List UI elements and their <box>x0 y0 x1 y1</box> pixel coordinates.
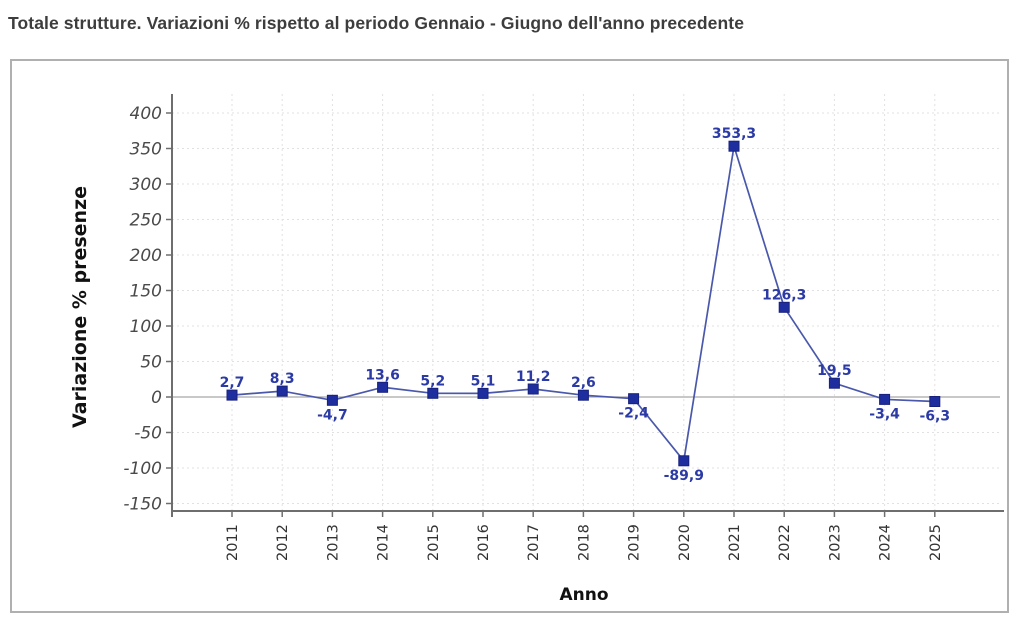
y-tick-label: -100 <box>123 459 162 479</box>
y-tick-label: 350 <box>130 140 162 160</box>
data-point-label: 2,7 <box>220 375 245 391</box>
x-tick-label: 2013 <box>325 524 341 561</box>
x-tick-label: 2015 <box>426 524 442 561</box>
data-point-marker <box>326 394 338 406</box>
data-point-marker <box>377 381 389 393</box>
data-point-label: -2,4 <box>618 406 649 422</box>
x-tick-label: 2011 <box>225 524 241 561</box>
data-point-marker <box>276 385 288 397</box>
y-tick-label: -150 <box>123 495 162 515</box>
data-point-label: 13,6 <box>365 367 400 383</box>
data-point-marker <box>527 383 539 395</box>
x-tick-label: 2021 <box>727 524 743 561</box>
x-tick-label: 2018 <box>576 524 592 561</box>
data-point-marker <box>577 389 589 401</box>
data-point-label: 2,6 <box>571 375 596 391</box>
x-tick-label: 2016 <box>476 524 492 561</box>
y-axis-title: Variazione % presenze <box>69 186 91 428</box>
data-point-label: 353,3 <box>712 126 756 142</box>
data-point-marker <box>477 387 489 399</box>
data-point-marker <box>828 377 840 389</box>
y-tick-label: -50 <box>134 424 162 444</box>
y-tick-label: 100 <box>130 317 162 337</box>
y-tick-label: 250 <box>130 211 162 231</box>
y-tick-label: 150 <box>130 282 162 302</box>
x-tick-label: 2024 <box>878 524 894 561</box>
x-tick-label: 2012 <box>275 524 291 561</box>
x-tick-label: 2019 <box>627 524 643 561</box>
y-tick-label: 200 <box>130 246 162 266</box>
data-point-marker <box>778 301 790 313</box>
x-axis-title: Anno <box>559 585 608 605</box>
x-tick-label: 2025 <box>928 524 944 561</box>
x-tick-label: 2023 <box>827 524 843 561</box>
data-point-marker <box>728 140 740 152</box>
y-tick-label: 50 <box>140 353 162 373</box>
data-point-label: 19,5 <box>817 363 852 379</box>
data-point-label: 126,3 <box>762 287 806 303</box>
data-point-marker <box>678 455 690 467</box>
y-tick-label: 0 <box>151 388 162 408</box>
data-point-label: -89,9 <box>664 468 704 484</box>
data-point-label: -6,3 <box>919 409 950 425</box>
data-point-marker <box>226 389 238 401</box>
y-tick-label: 300 <box>130 175 162 195</box>
x-tick-label: 2020 <box>677 524 693 561</box>
data-point-marker <box>427 387 439 399</box>
data-point-label: 5,2 <box>420 373 445 389</box>
data-point-marker <box>628 393 640 405</box>
x-tick-label: 2022 <box>777 524 793 561</box>
y-tick-label: 400 <box>130 104 162 124</box>
data-point-marker <box>929 396 941 407</box>
chart-title: Totale strutture. Variazioni % rispetto … <box>8 13 745 33</box>
data-point-marker <box>879 393 891 405</box>
chart-container: 400 350 300 250 200 150 100 50 0 -50 -100 -150 2011 2… <box>10 59 1009 613</box>
data-point-label: 5,1 <box>471 373 496 389</box>
data-point-label: -3,4 <box>869 406 900 422</box>
line-chart: 400 350 300 250 200 150 100 50 0 -50 -100 -150 2011 2… <box>69 94 1004 605</box>
data-point-label: 8,3 <box>270 371 295 387</box>
data-point-label: 11,2 <box>516 369 551 385</box>
x-tick-label: 2014 <box>376 524 392 561</box>
x-tick-label: 2017 <box>526 524 542 561</box>
data-point-label: -4,7 <box>317 407 348 423</box>
